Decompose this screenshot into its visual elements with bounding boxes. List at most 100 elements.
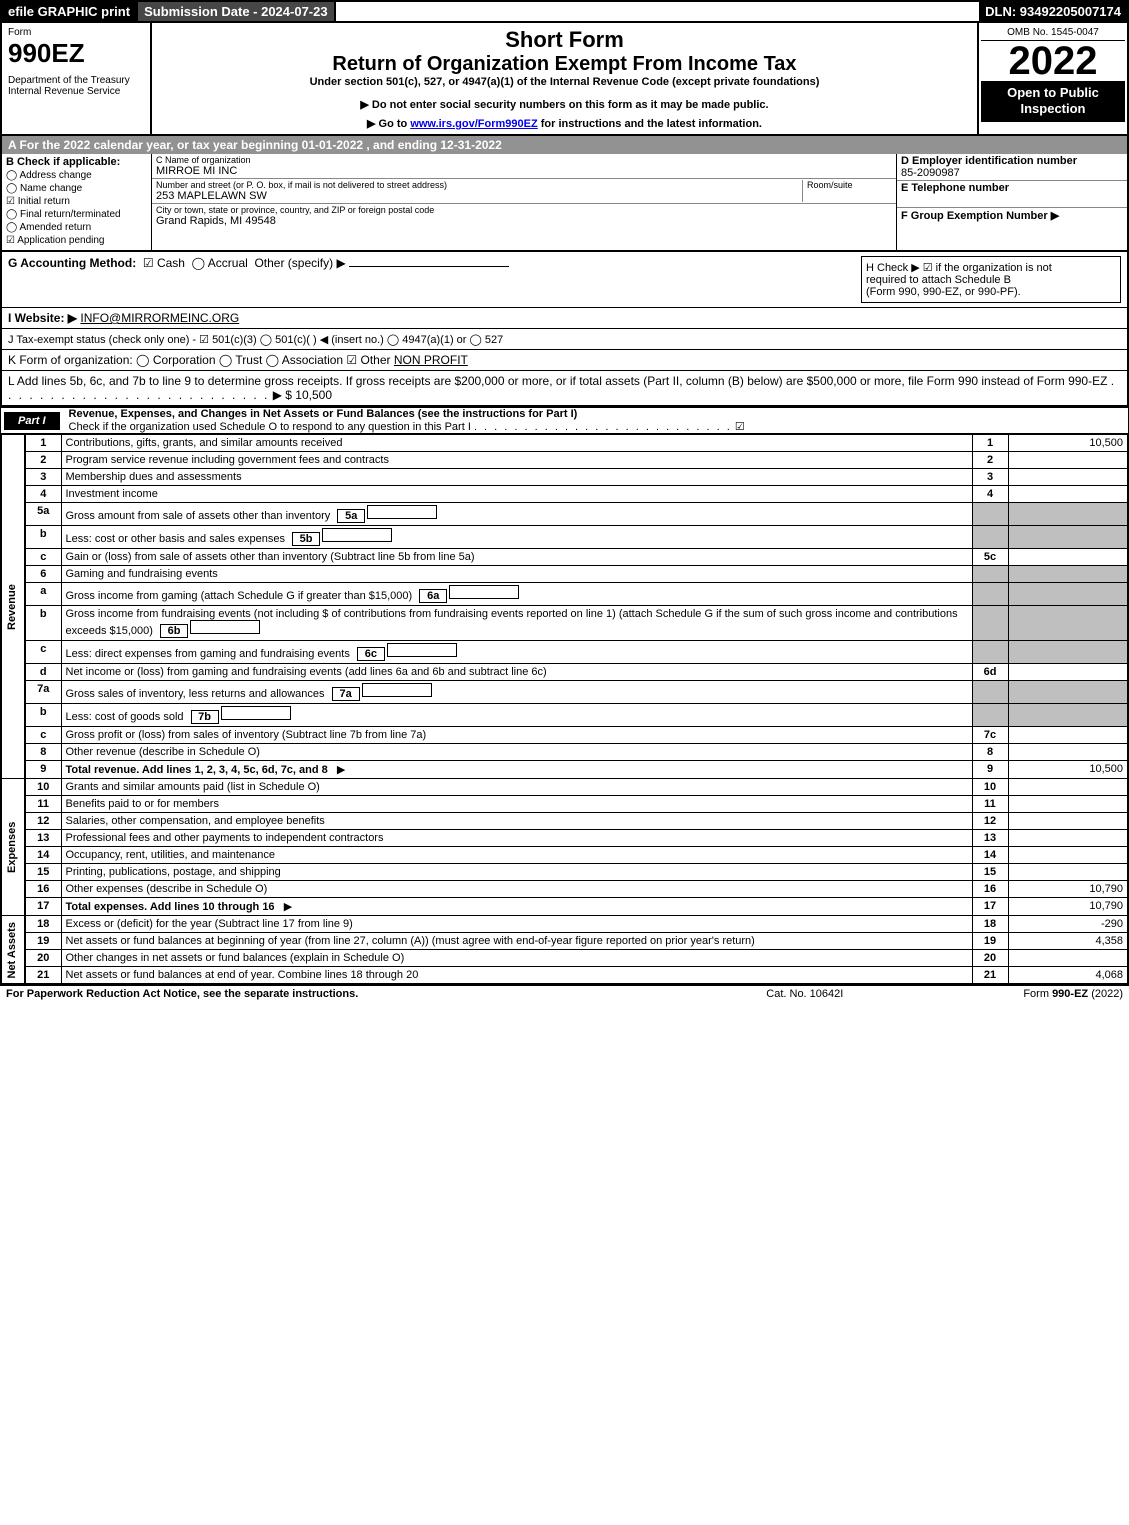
line-desc: Program service revenue including govern… bbox=[61, 452, 972, 469]
open-public-badge: Open to Public Inspection bbox=[981, 81, 1125, 122]
row-l: L Add lines 5b, 6c, and 7b to line 9 to … bbox=[0, 371, 1129, 407]
line-desc: Printing, publications, postage, and shi… bbox=[61, 864, 972, 881]
line-number: 1 bbox=[25, 435, 61, 452]
line-value bbox=[1008, 704, 1128, 727]
dln-label: DLN: 93492205007174 bbox=[979, 2, 1127, 21]
line-desc: Gaming and fundraising events bbox=[61, 566, 972, 583]
line-row: 6Gaming and fundraising events bbox=[1, 566, 1128, 583]
j-text: J Tax-exempt status (check only one) - ☑… bbox=[8, 334, 503, 346]
line-key: 3 bbox=[972, 469, 1008, 486]
line-row: Expenses10Grants and similar amounts pai… bbox=[1, 779, 1128, 796]
chk-final[interactable]: ◯ Final return/terminated bbox=[6, 209, 147, 220]
line-number: 19 bbox=[25, 933, 61, 950]
side-label: Net Assets bbox=[1, 916, 25, 985]
line-number: c bbox=[25, 641, 61, 664]
bcd-row: B Check if applicable: ◯ Address change … bbox=[0, 154, 1129, 252]
line-number: 15 bbox=[25, 864, 61, 881]
line-value bbox=[1008, 469, 1128, 486]
chk-pending[interactable]: ☑ Application pending bbox=[6, 235, 147, 246]
l-arrow: ▶ $ 10,500 bbox=[273, 388, 332, 402]
line-desc: Total expenses. Add lines 10 through 16 … bbox=[61, 898, 972, 916]
line-desc: Other expenses (describe in Schedule O) bbox=[61, 881, 972, 898]
title-short: Short Form bbox=[156, 27, 973, 53]
line-value: 10,790 bbox=[1008, 898, 1128, 916]
side-label: Revenue bbox=[1, 435, 25, 779]
line-value: 10,790 bbox=[1008, 881, 1128, 898]
line-key bbox=[972, 566, 1008, 583]
c-city-block: City or town, state or province, country… bbox=[152, 204, 896, 228]
line-desc: Net income or (loss) from gaming and fun… bbox=[61, 664, 972, 681]
subtitle: Under section 501(c), 527, or 4947(a)(1)… bbox=[156, 76, 973, 88]
line-desc: Gross income from fundraising events (no… bbox=[61, 606, 972, 641]
line-number: b bbox=[25, 606, 61, 641]
line-row: 15Printing, publications, postage, and s… bbox=[1, 864, 1128, 881]
line-desc: Other revenue (describe in Schedule O) bbox=[61, 744, 972, 761]
line-key bbox=[972, 503, 1008, 526]
line-row: 9Total revenue. Add lines 1, 2, 3, 4, 5c… bbox=[1, 761, 1128, 779]
h-line1: H Check ▶ ☑ if the organization is not bbox=[866, 261, 1116, 274]
line-row: bGross income from fundraising events (n… bbox=[1, 606, 1128, 641]
e-tel-block: E Telephone number bbox=[897, 181, 1127, 208]
line-value: 10,500 bbox=[1008, 435, 1128, 452]
line-row: bLess: cost of goods sold 7b bbox=[1, 704, 1128, 727]
line-value bbox=[1008, 796, 1128, 813]
line-key: 10 bbox=[972, 779, 1008, 796]
c-street-hint: Number and street (or P. O. box, if mail… bbox=[156, 180, 802, 190]
line-number: a bbox=[25, 583, 61, 606]
chk-initial[interactable]: ☑ Initial return bbox=[6, 196, 147, 207]
tax-year: 2022 bbox=[981, 41, 1125, 81]
line-number: b bbox=[25, 526, 61, 549]
line-desc: Excess or (deficit) for the year (Subtra… bbox=[61, 916, 972, 933]
c-name-block: C Name of organization MIRROE MI INC bbox=[152, 154, 896, 179]
line-number: c bbox=[25, 549, 61, 566]
line-row: 20Other changes in net assets or fund ba… bbox=[1, 950, 1128, 967]
chk-address[interactable]: ◯ Address change bbox=[6, 170, 147, 181]
line-desc: Gross profit or (loss) from sales of inv… bbox=[61, 727, 972, 744]
line-key bbox=[972, 704, 1008, 727]
line-value bbox=[1008, 503, 1128, 526]
irs-link[interactable]: www.irs.gov/Form990EZ bbox=[410, 118, 537, 130]
dept-label: Department of the Treasury Internal Reve… bbox=[8, 75, 144, 97]
g-accrual[interactable]: ◯ Accrual bbox=[192, 256, 248, 270]
l-text: L Add lines 5b, 6c, and 7b to line 9 to … bbox=[8, 374, 1107, 388]
chk-name[interactable]: ◯ Name change bbox=[6, 183, 147, 194]
line-row: 16Other expenses (describe in Schedule O… bbox=[1, 881, 1128, 898]
line-desc: Contributions, gifts, grants, and simila… bbox=[61, 435, 972, 452]
line-value bbox=[1008, 641, 1128, 664]
e-tel-label: E Telephone number bbox=[901, 182, 1123, 194]
page-footer: For Paperwork Reduction Act Notice, see … bbox=[0, 985, 1129, 1002]
line-row: 21Net assets or fund balances at end of … bbox=[1, 967, 1128, 985]
line-number: 16 bbox=[25, 881, 61, 898]
row-i: I Website: ▶ INFO@MIRRORMEINC.ORG bbox=[0, 308, 1129, 329]
row-g-h: G Accounting Method: ☑ Cash ◯ Accrual Ot… bbox=[0, 252, 1129, 308]
f-group-block: F Group Exemption Number ▶ bbox=[897, 208, 1127, 223]
footer-left: For Paperwork Reduction Act Notice, see … bbox=[6, 988, 766, 1000]
line-key: 9 bbox=[972, 761, 1008, 779]
row-k: K Form of organization: ◯ Corporation ◯ … bbox=[0, 350, 1129, 371]
g-cash[interactable]: ☑ Cash bbox=[143, 256, 185, 270]
line-key: 11 bbox=[972, 796, 1008, 813]
line-key: 13 bbox=[972, 830, 1008, 847]
g-other[interactable]: Other (specify) ▶ bbox=[254, 256, 345, 270]
line-row: 13Professional fees and other payments t… bbox=[1, 830, 1128, 847]
line-row: 11Benefits paid to or for members11 bbox=[1, 796, 1128, 813]
line-row: 4Investment income4 bbox=[1, 486, 1128, 503]
line-desc: Salaries, other compensation, and employ… bbox=[61, 813, 972, 830]
line-number: 8 bbox=[25, 744, 61, 761]
line-key: 17 bbox=[972, 898, 1008, 916]
footer-mid: Cat. No. 10642I bbox=[766, 988, 843, 1000]
line-value bbox=[1008, 526, 1128, 549]
line-desc: Other changes in net assets or fund bala… bbox=[61, 950, 972, 967]
line-desc: Gross amount from sale of assets other t… bbox=[61, 503, 972, 526]
part1-check[interactable]: ☑ bbox=[735, 421, 745, 433]
line-desc: Total revenue. Add lines 1, 2, 3, 4, 5c,… bbox=[61, 761, 972, 779]
line-row: cGain or (loss) from sale of assets othe… bbox=[1, 549, 1128, 566]
h-line3: (Form 990, 990-EZ, or 990-PF). bbox=[866, 286, 1116, 298]
line-number: 7a bbox=[25, 681, 61, 704]
g-label: G Accounting Method: bbox=[8, 256, 136, 270]
line-number: 10 bbox=[25, 779, 61, 796]
chk-amended[interactable]: ◯ Amended return bbox=[6, 222, 147, 233]
line-value: 4,068 bbox=[1008, 967, 1128, 985]
line-row: dNet income or (loss) from gaming and fu… bbox=[1, 664, 1128, 681]
form-word: Form bbox=[8, 27, 144, 38]
